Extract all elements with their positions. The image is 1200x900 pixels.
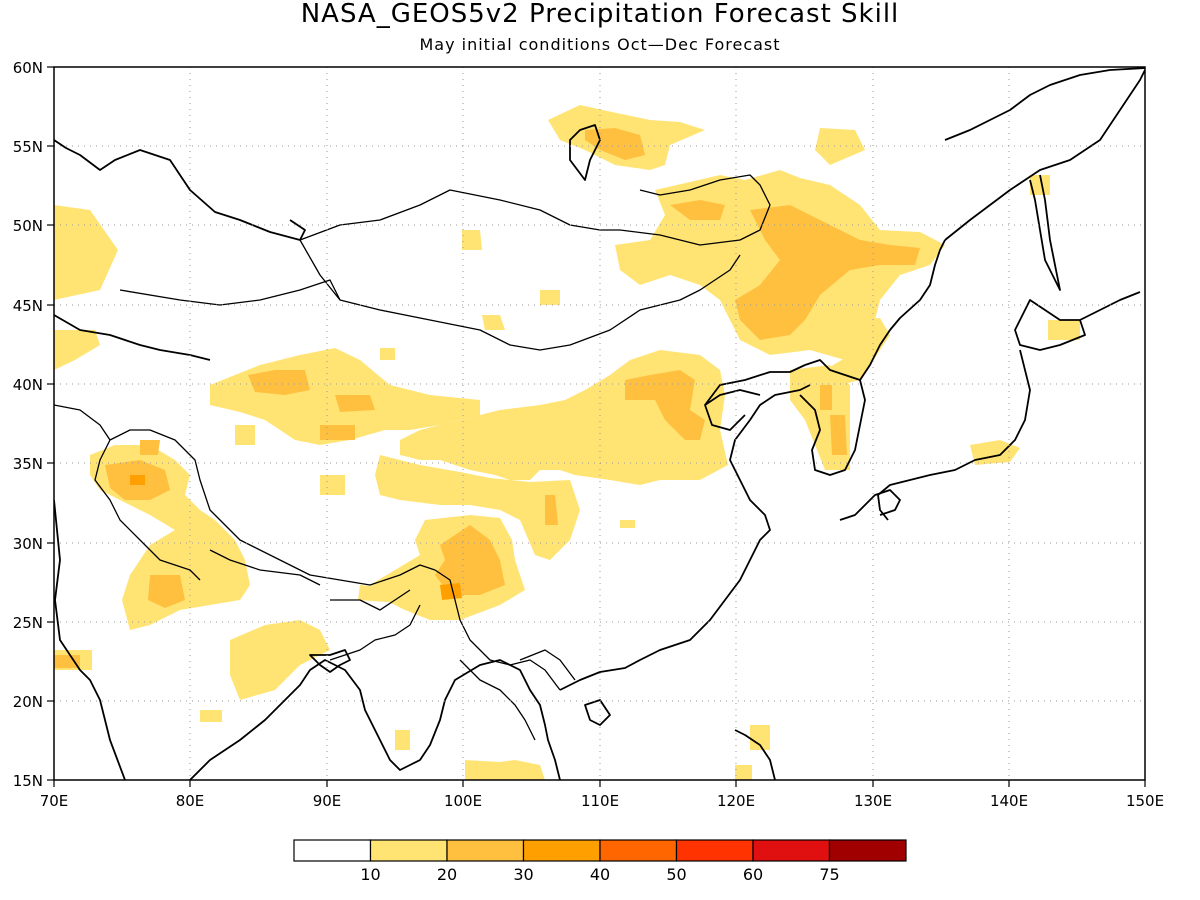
- longitude-tick-labels: 70E 80E 90E 100E 110E 120E 130E 140E 150…: [40, 792, 1164, 810]
- lon-tick-label: 120E: [717, 792, 755, 810]
- colorbar-swatch: [369, 839, 448, 862]
- colorbar-swatch: [752, 839, 831, 862]
- graticule: [54, 67, 1145, 780]
- colorbar-tick-label: 30: [513, 865, 533, 884]
- colorbar-legend: 10 20 30 40 50 60 75: [293, 839, 907, 884]
- lon-tick-label: 140E: [990, 792, 1028, 810]
- lat-tick-label: 30N: [13, 535, 43, 553]
- lon-tick-label: 100E: [444, 792, 482, 810]
- lon-tick-label: 130E: [854, 792, 892, 810]
- skill-shading-20-30: [54, 128, 920, 668]
- colorbar-tick-label: 60: [743, 865, 763, 884]
- lat-tick-label: 55N: [13, 138, 43, 156]
- lat-tick-label: 20N: [13, 693, 43, 711]
- lon-tick-label: 150E: [1126, 792, 1164, 810]
- lat-tick-label: 45N: [13, 297, 43, 315]
- axis-tick-marks: [47, 66, 1146, 787]
- colorbar-tick-label: 10: [360, 865, 380, 884]
- lon-tick-label: 80E: [176, 792, 205, 810]
- country-borders: [54, 174, 771, 741]
- lon-tick-label: 70E: [40, 792, 69, 810]
- colorbar-swatch: [522, 839, 601, 862]
- colorbar-tick-label: 75: [819, 865, 839, 884]
- lat-tick-label: 35N: [13, 455, 43, 473]
- colorbar-swatch: [599, 839, 678, 862]
- skill-shading-30-40: [130, 475, 462, 600]
- lat-tick-label: 25N: [13, 614, 43, 632]
- map-subtitle: May initial conditions Oct—Dec Forecast: [419, 35, 780, 54]
- lat-tick-label: 60N: [13, 59, 43, 77]
- colorbar-tick-label: 20: [437, 865, 457, 884]
- colorbar-swatch: [293, 839, 372, 862]
- colorbar-swatch: [446, 839, 525, 862]
- map-title: NASA_GEOS5v2 Precipitation Forecast Skil…: [301, 0, 900, 29]
- lat-tick-label: 50N: [13, 217, 43, 235]
- colorbar-tick-label: 40: [590, 865, 610, 884]
- colorbar-tick-label: 50: [666, 865, 686, 884]
- lon-tick-label: 90E: [313, 792, 342, 810]
- latitude-tick-labels: 15N 20N 25N 30N 35N 40N 45N 50N 55N 60N: [13, 59, 43, 790]
- lon-tick-label: 110E: [581, 792, 619, 810]
- lat-tick-label: 40N: [13, 376, 43, 394]
- lat-tick-label: 15N: [13, 772, 43, 790]
- colorbar-swatch: [828, 839, 907, 862]
- coastlines: [54, 67, 1145, 780]
- map-panel: 70E 80E 90E 100E 110E 120E 130E 140E 150…: [13, 59, 1164, 810]
- colorbar-swatch: [675, 839, 754, 862]
